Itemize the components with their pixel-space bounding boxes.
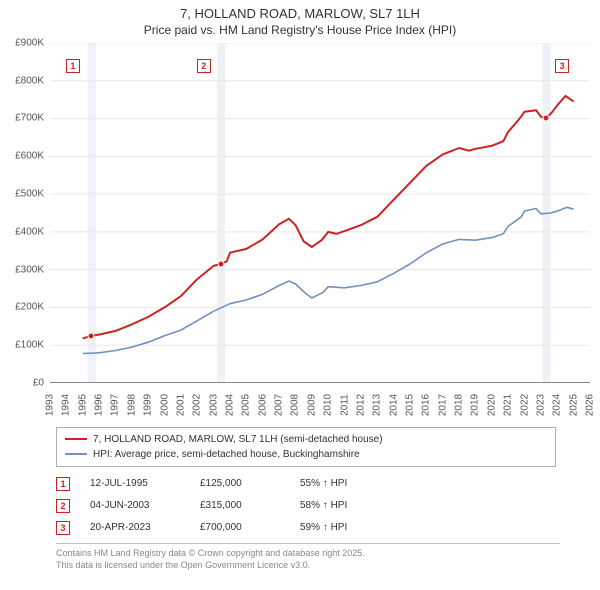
x-tick-label: 2009	[306, 394, 317, 416]
event-note: 55% ↑ HPI	[300, 478, 347, 489]
x-tick-label: 2022	[519, 394, 530, 416]
legend-item: HPI: Average price, semi-detached house,…	[65, 447, 547, 462]
chart-marker-1: 1	[66, 59, 80, 73]
x-tick-label: 2002	[192, 394, 203, 416]
x-tick-label: 2016	[421, 394, 432, 416]
x-tick-label: 1999	[143, 394, 154, 416]
y-tick-label: £800K	[15, 75, 44, 86]
legend-label: 7, HOLLAND ROAD, MARLOW, SL7 1LH (semi-d…	[93, 432, 383, 447]
x-tick-label: 2015	[405, 394, 416, 416]
event-marker: 3	[56, 521, 70, 535]
chart-marker-point-2	[217, 260, 224, 267]
x-tick-label: 2018	[454, 394, 465, 416]
chart-title-line2: Price paid vs. HM Land Registry's House …	[0, 23, 600, 41]
x-tick-label: 2000	[159, 394, 170, 416]
y-tick-label: £500K	[15, 189, 44, 200]
x-tick-label: 2011	[339, 394, 350, 416]
y-tick-label: £200K	[15, 302, 44, 313]
x-tick-label: 2004	[225, 394, 236, 416]
x-tick-label: 1998	[126, 394, 137, 416]
x-tick-label: 2007	[274, 394, 285, 416]
chart-marker-3: 3	[555, 59, 569, 73]
x-tick-label: 2023	[535, 394, 546, 416]
event-row: 3 20-APR-2023 £700,000 59% ↑ HPI	[56, 517, 560, 539]
event-row: 2 04-JUN-2003 £315,000 58% ↑ HPI	[56, 495, 560, 517]
legend-swatch	[65, 453, 87, 455]
event-marker: 1	[56, 477, 70, 491]
x-tick-label: 2010	[323, 394, 334, 416]
x-tick-label: 1994	[61, 394, 72, 416]
legend-label: HPI: Average price, semi-detached house,…	[93, 447, 360, 462]
event-note: 58% ↑ HPI	[300, 500, 347, 511]
legend: 7, HOLLAND ROAD, MARLOW, SL7 1LH (semi-d…	[56, 427, 556, 467]
x-tick-label: 1996	[94, 394, 105, 416]
y-tick-label: £100K	[15, 340, 44, 351]
chart: £0£100K£200K£300K£400K£500K£600K£700K£80…	[40, 43, 600, 423]
x-tick-label: 1995	[77, 394, 88, 416]
event-date: 12-JUL-1995	[90, 478, 180, 489]
event-row: 1 12-JUL-1995 £125,000 55% ↑ HPI	[56, 473, 560, 495]
legend-swatch	[65, 438, 87, 440]
footer-line2: This data is licensed under the Open Gov…	[56, 560, 560, 572]
x-tick-label: 2020	[486, 394, 497, 416]
x-tick-label: 1997	[110, 394, 121, 416]
chart-marker-point-1	[88, 332, 95, 339]
x-tick-label: 2013	[372, 394, 383, 416]
x-tick-label: 2003	[208, 394, 219, 416]
chart-marker-point-3	[542, 115, 549, 122]
chart-marker-2: 2	[197, 59, 211, 73]
event-date: 20-APR-2023	[90, 522, 180, 533]
series-hpi	[83, 207, 574, 353]
event-price: £700,000	[200, 522, 280, 533]
event-date: 04-JUN-2003	[90, 500, 180, 511]
y-tick-label: £700K	[15, 113, 44, 124]
footer-line1: Contains HM Land Registry data © Crown c…	[56, 548, 560, 560]
x-tick-label: 2026	[585, 394, 596, 416]
y-tick-label: £600K	[15, 151, 44, 162]
x-tick-label: 2014	[388, 394, 399, 416]
x-tick-label: 2006	[257, 394, 268, 416]
event-marker: 2	[56, 499, 70, 513]
x-tick-label: 2017	[437, 394, 448, 416]
chart-title-line1: 7, HOLLAND ROAD, MARLOW, SL7 1LH	[0, 0, 600, 23]
events-table: 1 12-JUL-1995 £125,000 55% ↑ HPI 2 04-JUN-200…	[56, 473, 560, 539]
event-price: £315,000	[200, 500, 280, 511]
x-tick-label: 2005	[241, 394, 252, 416]
event-note: 59% ↑ HPI	[300, 522, 347, 533]
x-tick-label: 2021	[503, 394, 514, 416]
x-tick-label: 2001	[175, 394, 186, 416]
x-tick-label: 2019	[470, 394, 481, 416]
event-price: £125,000	[200, 478, 280, 489]
footer: Contains HM Land Registry data © Crown c…	[56, 543, 560, 571]
x-axis: 1993199419951996199719981999200020012002…	[50, 387, 590, 423]
plot-svg	[50, 43, 590, 383]
y-tick-label: £400K	[15, 226, 44, 237]
x-tick-label: 2025	[568, 394, 579, 416]
x-tick-label: 2008	[290, 394, 301, 416]
y-tick-label: £300K	[15, 264, 44, 275]
y-tick-label: £900K	[15, 37, 44, 48]
x-tick-label: 2024	[552, 394, 563, 416]
x-tick-label: 1993	[45, 394, 56, 416]
y-axis: £0£100K£200K£300K£400K£500K£600K£700K£80…	[0, 43, 48, 383]
x-tick-label: 2012	[355, 394, 366, 416]
series-property	[83, 96, 574, 339]
y-tick-label: £0	[33, 377, 44, 388]
legend-item: 7, HOLLAND ROAD, MARLOW, SL7 1LH (semi-d…	[65, 432, 547, 447]
plot-area: 1 2 3	[50, 43, 590, 383]
